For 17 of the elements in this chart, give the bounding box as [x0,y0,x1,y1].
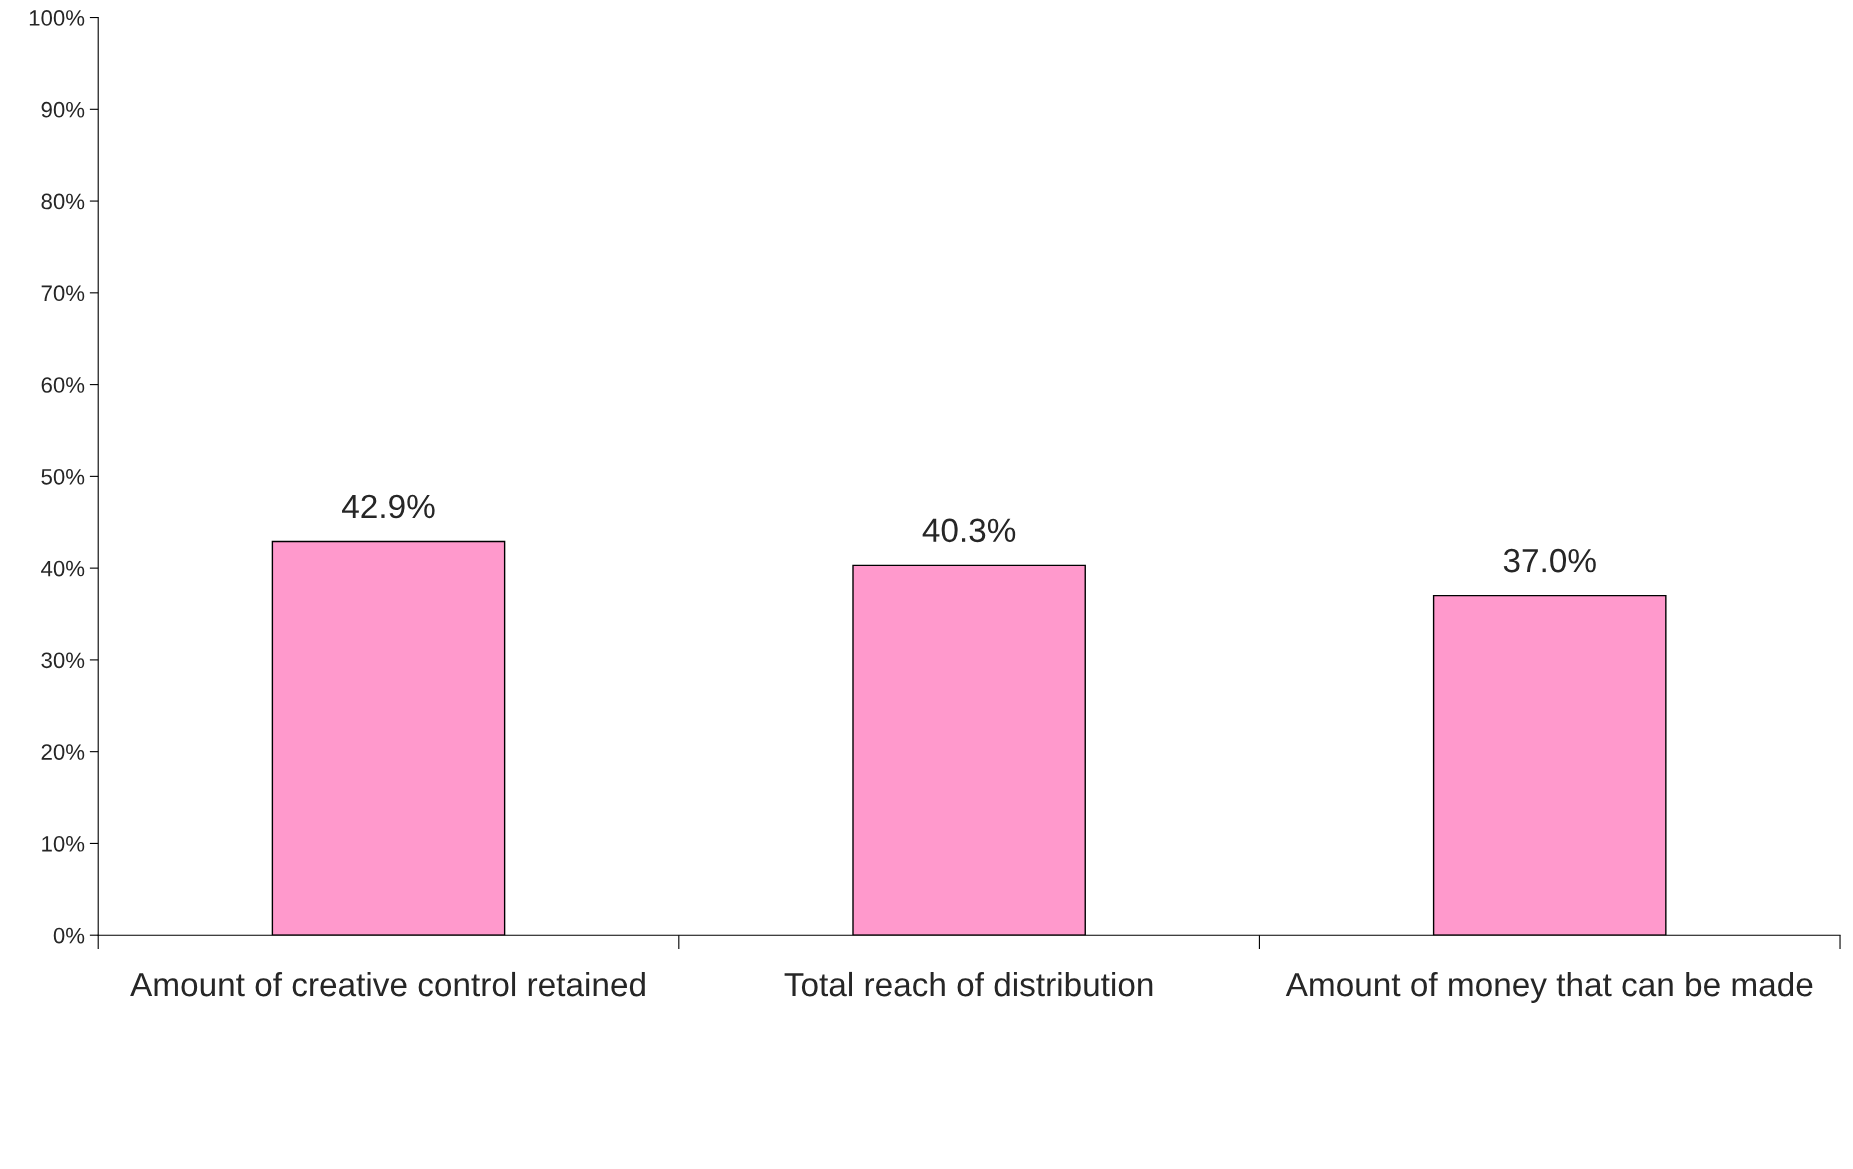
x-tick-label: Amount of creative control retained [130,971,645,997]
y-tick-label: 60% [41,377,85,393]
y-tick-label: 10% [42,835,85,852]
y-tick-label: 90% [41,101,85,118]
y-tick-label: 80% [41,193,85,210]
y-tick-label: 50% [41,468,85,485]
y-tick-label: 20% [41,744,85,760]
y-tick-label: 70% [41,285,85,302]
data-label: 42.9% [342,494,435,519]
y-tick-label: 100% [29,10,85,26]
y-tick-label: 30% [41,652,85,669]
x-tick-label: Amount of money that can be made [1285,971,1813,1003]
y-tick-label: 40% [41,560,85,577]
data-label: 40.3% [922,518,1016,543]
y-tick-label: 0% [53,927,85,944]
x-tick-label: Total reach of distribution [784,971,1153,997]
data-label: 37.0% [1503,548,1596,573]
